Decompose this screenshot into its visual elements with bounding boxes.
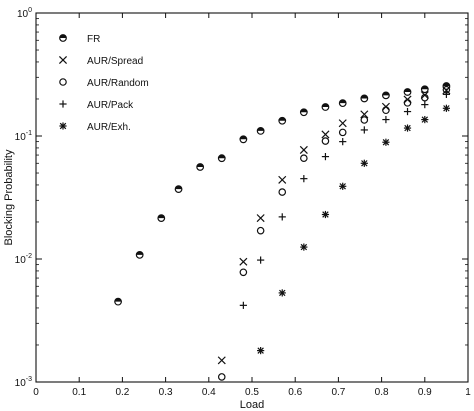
x-tick-label: 0.4 <box>202 387 216 398</box>
data-point-filled-circle <box>420 85 429 94</box>
data-point-x <box>239 257 248 266</box>
data-point-open-circle <box>278 188 287 196</box>
legend-label: FR <box>87 34 100 45</box>
data-point-open-circle <box>338 128 347 137</box>
x-tick-label: 0.7 <box>331 387 345 398</box>
data-point-x <box>217 356 226 365</box>
legend-label: AUR/Exh. <box>87 122 131 133</box>
y-tick-label: 10-3 <box>15 376 32 389</box>
data-point-asterisk <box>278 289 286 297</box>
legend: FR AUR/Spread AUR/Random AUR/Pack AUR/Exh. <box>58 34 149 133</box>
legend-label: AUR/Spread <box>87 56 143 67</box>
data-point-asterisk <box>339 182 347 190</box>
y-tick-label: 10-2 <box>15 253 32 266</box>
data-point-filled-circle <box>321 103 330 111</box>
data-point-plus <box>442 90 450 98</box>
data-point-open-circle <box>239 268 248 277</box>
data-point-filled-circle <box>114 297 122 306</box>
data-point-filled-circle <box>196 163 205 171</box>
data-point-filled-circle <box>442 82 451 90</box>
legend-marker-plus <box>59 100 67 108</box>
y-axis-label: Blocking Probability <box>3 149 15 245</box>
x-tick-label: 0.9 <box>418 387 432 398</box>
data-point-open-circle <box>217 373 226 381</box>
x-tick-label: 0.2 <box>115 387 129 398</box>
data-point-asterisk <box>257 347 265 355</box>
legend-marker-filled-circle <box>59 34 67 42</box>
data-point-x <box>256 214 265 223</box>
data-point-open-circle <box>360 116 369 124</box>
data-point-asterisk <box>300 243 308 251</box>
data-point-asterisk <box>360 159 368 167</box>
data-point-filled-circle <box>278 116 287 125</box>
x-tick-label: 0.1 <box>72 387 86 398</box>
x-tick-label: 0.3 <box>159 387 173 398</box>
data-point-asterisk <box>421 115 429 124</box>
legend-marker-open-circle <box>59 78 67 86</box>
x-tick-label: 0 <box>33 387 39 398</box>
data-point-plus <box>239 301 247 309</box>
data-point-plus <box>321 153 330 161</box>
legend-label: AUR/Pack <box>87 100 134 111</box>
data-point-filled-circle <box>174 185 183 194</box>
legend-marker-asterisk <box>59 122 67 130</box>
data-point-plus <box>403 107 412 116</box>
data-point-open-circle <box>403 99 412 107</box>
data-point-filled-circle <box>382 91 390 100</box>
x-tick-label: 0.8 <box>375 387 389 398</box>
data-point-plus <box>360 126 368 134</box>
data-point-x <box>420 91 429 100</box>
data-point-open-circle <box>300 154 308 162</box>
data-point-filled-circle <box>360 94 369 103</box>
data-point-open-circle <box>420 93 429 102</box>
data-point-filled-circle <box>299 108 308 117</box>
data-point-plus <box>421 101 429 109</box>
data-point-x <box>360 110 369 119</box>
data-point-plus <box>300 175 308 183</box>
data-point-x <box>299 145 308 154</box>
data-point-open-circle <box>256 226 265 235</box>
legend-marker-x <box>58 55 68 65</box>
x-tick-label: 0.6 <box>288 387 302 398</box>
y-tick-label: 10-1 <box>15 130 32 143</box>
data-point-filled-circle <box>217 154 226 163</box>
data-point-asterisk <box>382 138 390 146</box>
plot-area <box>35 12 469 383</box>
legend-label: AUR/Random <box>87 78 149 89</box>
data-point-x <box>321 130 330 139</box>
data-point-plus <box>339 138 347 146</box>
data-point-filled-circle <box>338 99 347 108</box>
axis-ticks <box>35 12 469 383</box>
data-point-filled-circle <box>135 250 144 259</box>
data-points <box>114 82 451 381</box>
data-point-open-circle <box>321 137 330 145</box>
data-point-open-circle <box>382 106 390 115</box>
data-point-plus <box>278 213 286 221</box>
data-point-asterisk <box>403 124 412 132</box>
data-point-plus <box>382 115 390 124</box>
data-point-x <box>338 119 347 128</box>
data-point-asterisk <box>442 104 450 112</box>
data-point-filled-circle <box>403 88 412 96</box>
data-point-plus <box>257 256 265 264</box>
y-tick-label: 100 <box>17 7 32 20</box>
data-point-filled-circle <box>157 214 166 223</box>
data-point-asterisk <box>321 210 330 219</box>
x-axis-label: Load <box>240 399 264 411</box>
data-point-filled-circle <box>256 127 265 135</box>
x-tick-label: 0.5 <box>245 387 259 398</box>
data-point-x <box>278 175 287 184</box>
x-tick-label: 1 <box>465 387 471 398</box>
tick-labels: 0 0.1 0.2 0.3 0.4 0.5 0.6 0.7 0.8 0.9 1 100 10-1 10-2… <box>15 7 472 398</box>
data-point-filled-circle <box>239 135 248 144</box>
